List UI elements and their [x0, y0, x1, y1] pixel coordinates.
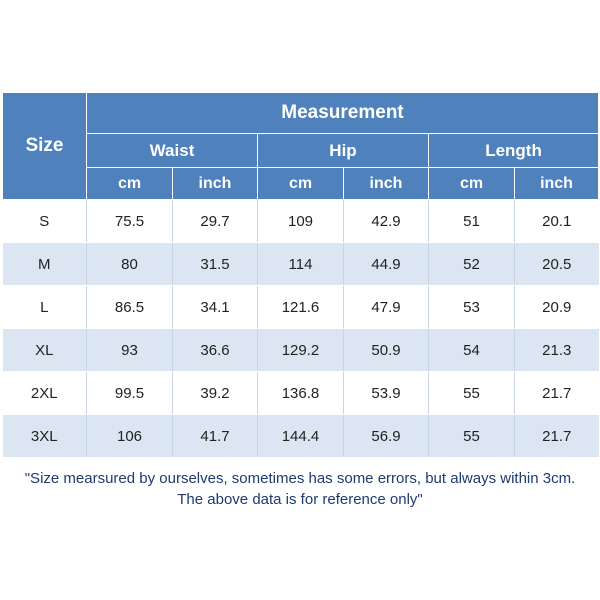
value-cell: 34.1 — [172, 285, 258, 329]
reference-note: "Size mearsured by ourselves, sometimes … — [0, 468, 600, 510]
value-cell: 114 — [257, 242, 344, 286]
waist-header: Waist — [86, 133, 258, 168]
value-cell: 106 — [86, 414, 173, 458]
value-cell: 121.6 — [257, 285, 344, 329]
value-cell: 41.7 — [172, 414, 258, 458]
unit-header: cm — [428, 167, 515, 200]
value-cell: 53 — [428, 285, 515, 329]
note-line-1: "Size mearsured by ourselves, sometimes … — [24, 470, 576, 487]
value-cell: 144.4 — [257, 414, 344, 458]
value-cell: 93 — [86, 328, 173, 372]
size-cell: 2XL — [2, 371, 87, 415]
value-cell: 99.5 — [86, 371, 173, 415]
value-cell: 36.6 — [172, 328, 258, 372]
table-row: L 86.5 34.1 121.6 47.9 53 20.9 — [2, 285, 599, 329]
value-cell: 21.7 — [513, 371, 599, 415]
unit-header: inch — [343, 167, 429, 200]
unit-header: inch — [172, 167, 258, 200]
size-table: Size Measurement Waist Hip Length cm inc… — [2, 92, 600, 458]
value-cell: 31.5 — [172, 242, 258, 286]
value-cell: 20.5 — [513, 242, 599, 286]
value-cell: 29.7 — [172, 199, 258, 243]
value-cell: 51 — [428, 199, 515, 243]
value-cell: 129.2 — [257, 328, 344, 372]
value-cell: 50.9 — [343, 328, 429, 372]
value-cell: 56.9 — [343, 414, 429, 458]
value-cell: 53.9 — [343, 371, 429, 415]
hip-header: Hip — [257, 133, 429, 168]
value-cell: 86.5 — [86, 285, 173, 329]
note-line-2: The above data is for reference only" — [177, 491, 423, 508]
unit-header: cm — [86, 167, 173, 200]
size-cell: 3XL — [2, 414, 87, 458]
value-cell: 52 — [428, 242, 515, 286]
value-cell: 21.3 — [513, 328, 599, 372]
value-cell: 20.1 — [513, 199, 599, 243]
value-cell: 55 — [428, 414, 515, 458]
size-cell: XL — [2, 328, 87, 372]
size-cell: M — [2, 242, 87, 286]
length-header: Length — [427, 133, 600, 168]
size-cell: S — [2, 199, 87, 243]
table-row: 3XL 106 41.7 144.4 56.9 55 21.7 — [2, 414, 599, 458]
value-cell: 39.2 — [172, 371, 258, 415]
table-row: M 80 31.5 114 44.9 52 20.5 — [2, 242, 599, 286]
unit-header: cm — [257, 167, 344, 200]
size-cell: L — [2, 285, 87, 329]
value-cell: 75.5 — [86, 199, 173, 243]
table-row: XL 93 36.6 129.2 50.9 54 21.3 — [2, 328, 599, 372]
table-row: 2XL 99.5 39.2 136.8 53.9 55 21.7 — [2, 371, 599, 415]
measurement-header: Measurement — [85, 92, 600, 134]
value-cell: 136.8 — [257, 371, 344, 415]
value-cell: 47.9 — [343, 285, 429, 329]
value-cell: 21.7 — [513, 414, 599, 458]
value-cell: 109 — [257, 199, 344, 243]
size-chart: Size Measurement Waist Hip Length cm inc… — [2, 92, 600, 458]
size-header: Size — [2, 92, 87, 200]
table-row: S 75.5 29.7 109 42.9 51 20.1 — [2, 199, 599, 243]
unit-header: inch — [513, 167, 600, 200]
value-cell: 55 — [428, 371, 515, 415]
value-cell: 20.9 — [513, 285, 599, 329]
value-cell: 54 — [428, 328, 515, 372]
value-cell: 42.9 — [343, 199, 429, 243]
value-cell: 44.9 — [343, 242, 429, 286]
value-cell: 80 — [86, 242, 173, 286]
